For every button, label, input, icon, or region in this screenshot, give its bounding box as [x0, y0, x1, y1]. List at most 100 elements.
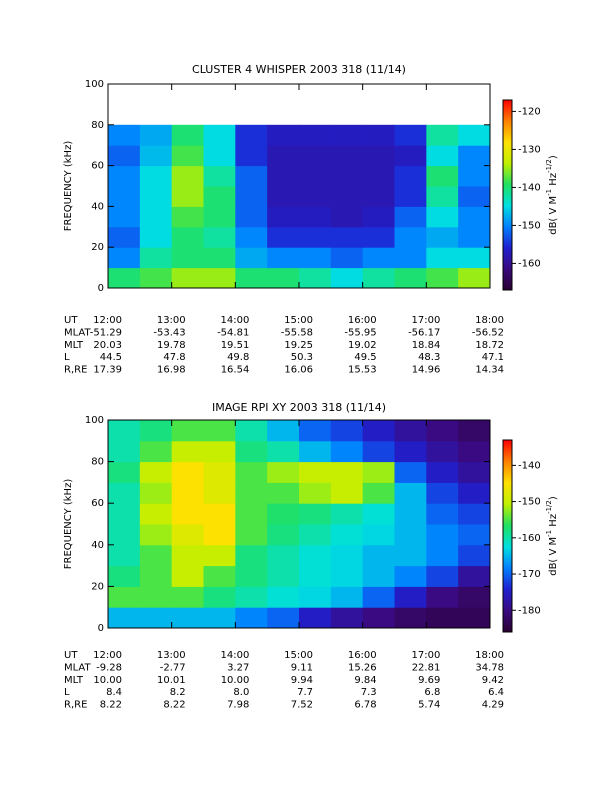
ephemeris-value: 49.5 — [354, 352, 376, 363]
ephemeris-value: -55.95 — [344, 327, 376, 338]
heatmap-cell — [330, 247, 364, 269]
heatmap-cell — [139, 420, 173, 442]
heatmap-cell — [139, 503, 173, 525]
heatmap-cell — [458, 461, 491, 483]
heatmap-cell — [426, 482, 459, 504]
ephemeris-value: -9.28 — [96, 662, 122, 673]
heatmap-cell — [458, 226, 491, 248]
ephemeris-value: 3.27 — [227, 662, 249, 673]
heatmap-cell — [458, 124, 491, 146]
ephemeris-value: 9.69 — [418, 675, 440, 686]
heatmap-cell — [426, 165, 459, 187]
colorbar-label: dB( V M-1 Hz-1/2) — [545, 155, 559, 235]
heatmap-cell — [267, 607, 300, 629]
ephemeris-value: 6.78 — [354, 700, 376, 711]
heatmap-cell — [394, 420, 427, 442]
ephemeris-value: 14.34 — [475, 365, 504, 376]
ephemeris-value: 7.3 — [361, 687, 377, 698]
heatmap-cell — [203, 565, 236, 587]
heatmap-cell — [299, 440, 332, 463]
ephemeris-label: MLAT — [64, 662, 91, 673]
heatmap-cell — [330, 482, 364, 504]
heatmap-cell — [203, 145, 236, 167]
colorbar-label-part: ) — [548, 496, 559, 500]
heatmap-cell — [108, 440, 141, 463]
heatmap-cell — [203, 503, 236, 525]
heatmap-cell — [394, 565, 427, 587]
heatmap-cell — [171, 440, 204, 463]
ephemeris-value: 14:00 — [221, 650, 250, 661]
heatmap-cell — [235, 544, 268, 567]
ephemeris-value: 18:00 — [475, 650, 504, 661]
heatmap-cell — [139, 461, 173, 483]
heatmap-cell — [394, 586, 427, 608]
heatmap-cell — [235, 461, 268, 483]
heatmap-cell — [203, 482, 236, 504]
heatmap-cell — [362, 206, 395, 228]
heatmap-cell — [362, 145, 395, 167]
colorbar-tick-label: -140 — [518, 460, 541, 471]
heatmap-cell — [394, 461, 427, 483]
ephemeris-value: -53.43 — [153, 327, 185, 338]
heatmap-cell — [108, 124, 141, 146]
heatmap-cell — [203, 440, 236, 463]
heatmap-cell — [330, 461, 364, 483]
heatmap-cell — [299, 145, 332, 167]
colorbar — [502, 439, 513, 633]
heatmap-cell — [235, 503, 268, 525]
heatmap-cell — [139, 482, 173, 504]
ephemeris-value: 47.8 — [163, 352, 185, 363]
heatmap-cell — [139, 145, 173, 167]
heatmap-cell — [330, 503, 364, 525]
ephemeris-value: 19.02 — [348, 340, 377, 351]
ephemeris-value: 7.7 — [297, 687, 313, 698]
heatmap-cell — [108, 145, 141, 167]
heatmap-cell — [362, 461, 395, 483]
ephemeris-value: 48.3 — [418, 352, 440, 363]
heatmap-cell — [394, 482, 427, 504]
heatmap-cell — [235, 145, 268, 167]
colorbar-tick-label: -180 — [518, 605, 541, 616]
y-tick-label: 100 — [85, 415, 104, 426]
heatmap-cell — [362, 247, 395, 269]
heatmap-cell — [330, 544, 364, 567]
heatmap-cell — [426, 267, 459, 289]
heatmap-cell — [394, 440, 427, 463]
heatmap-cell — [235, 186, 268, 207]
heatmap-cell — [108, 586, 141, 608]
y-tick-label: 80 — [91, 120, 104, 131]
heatmap-cell — [267, 226, 300, 248]
heatmap-cell — [235, 565, 268, 587]
heatmap-cell — [203, 267, 236, 289]
y-tick-label: 80 — [91, 457, 104, 468]
heatmap-cell — [235, 440, 268, 463]
ephemeris-label: R,RE — [64, 700, 87, 711]
ephemeris-value: 14:00 — [221, 315, 250, 326]
heatmap-cell — [362, 503, 395, 525]
heatmap-cell — [299, 247, 332, 269]
heatmap-cell — [458, 165, 491, 187]
ephemeris-value: 19.25 — [284, 340, 313, 351]
heatmap-cell — [458, 186, 491, 207]
ephemeris-value: 15.53 — [348, 365, 377, 376]
heatmap-cell — [458, 267, 491, 289]
ephemeris-value: 12:00 — [93, 650, 122, 661]
heatmap-cell — [426, 145, 459, 167]
ephemeris-value: 8.2 — [170, 687, 186, 698]
ephemeris-value: 13:00 — [157, 650, 186, 661]
heatmap-cell — [171, 124, 204, 146]
heatmap-cell — [362, 420, 395, 442]
heatmap-cell — [171, 226, 204, 248]
ephemeris-value: 17:00 — [412, 650, 441, 661]
heatmap-cell — [139, 226, 173, 248]
heatmap-cell — [362, 165, 395, 187]
y-tick-label: 100 — [85, 79, 104, 90]
heatmap-cell — [267, 420, 300, 442]
heatmap-cell — [458, 206, 491, 228]
heatmap-cell — [458, 503, 491, 525]
heatmap-cell — [139, 267, 173, 289]
ephemeris-value: 47.1 — [482, 352, 504, 363]
heatmap-cell — [171, 565, 204, 587]
heatmap-cell — [330, 440, 364, 463]
